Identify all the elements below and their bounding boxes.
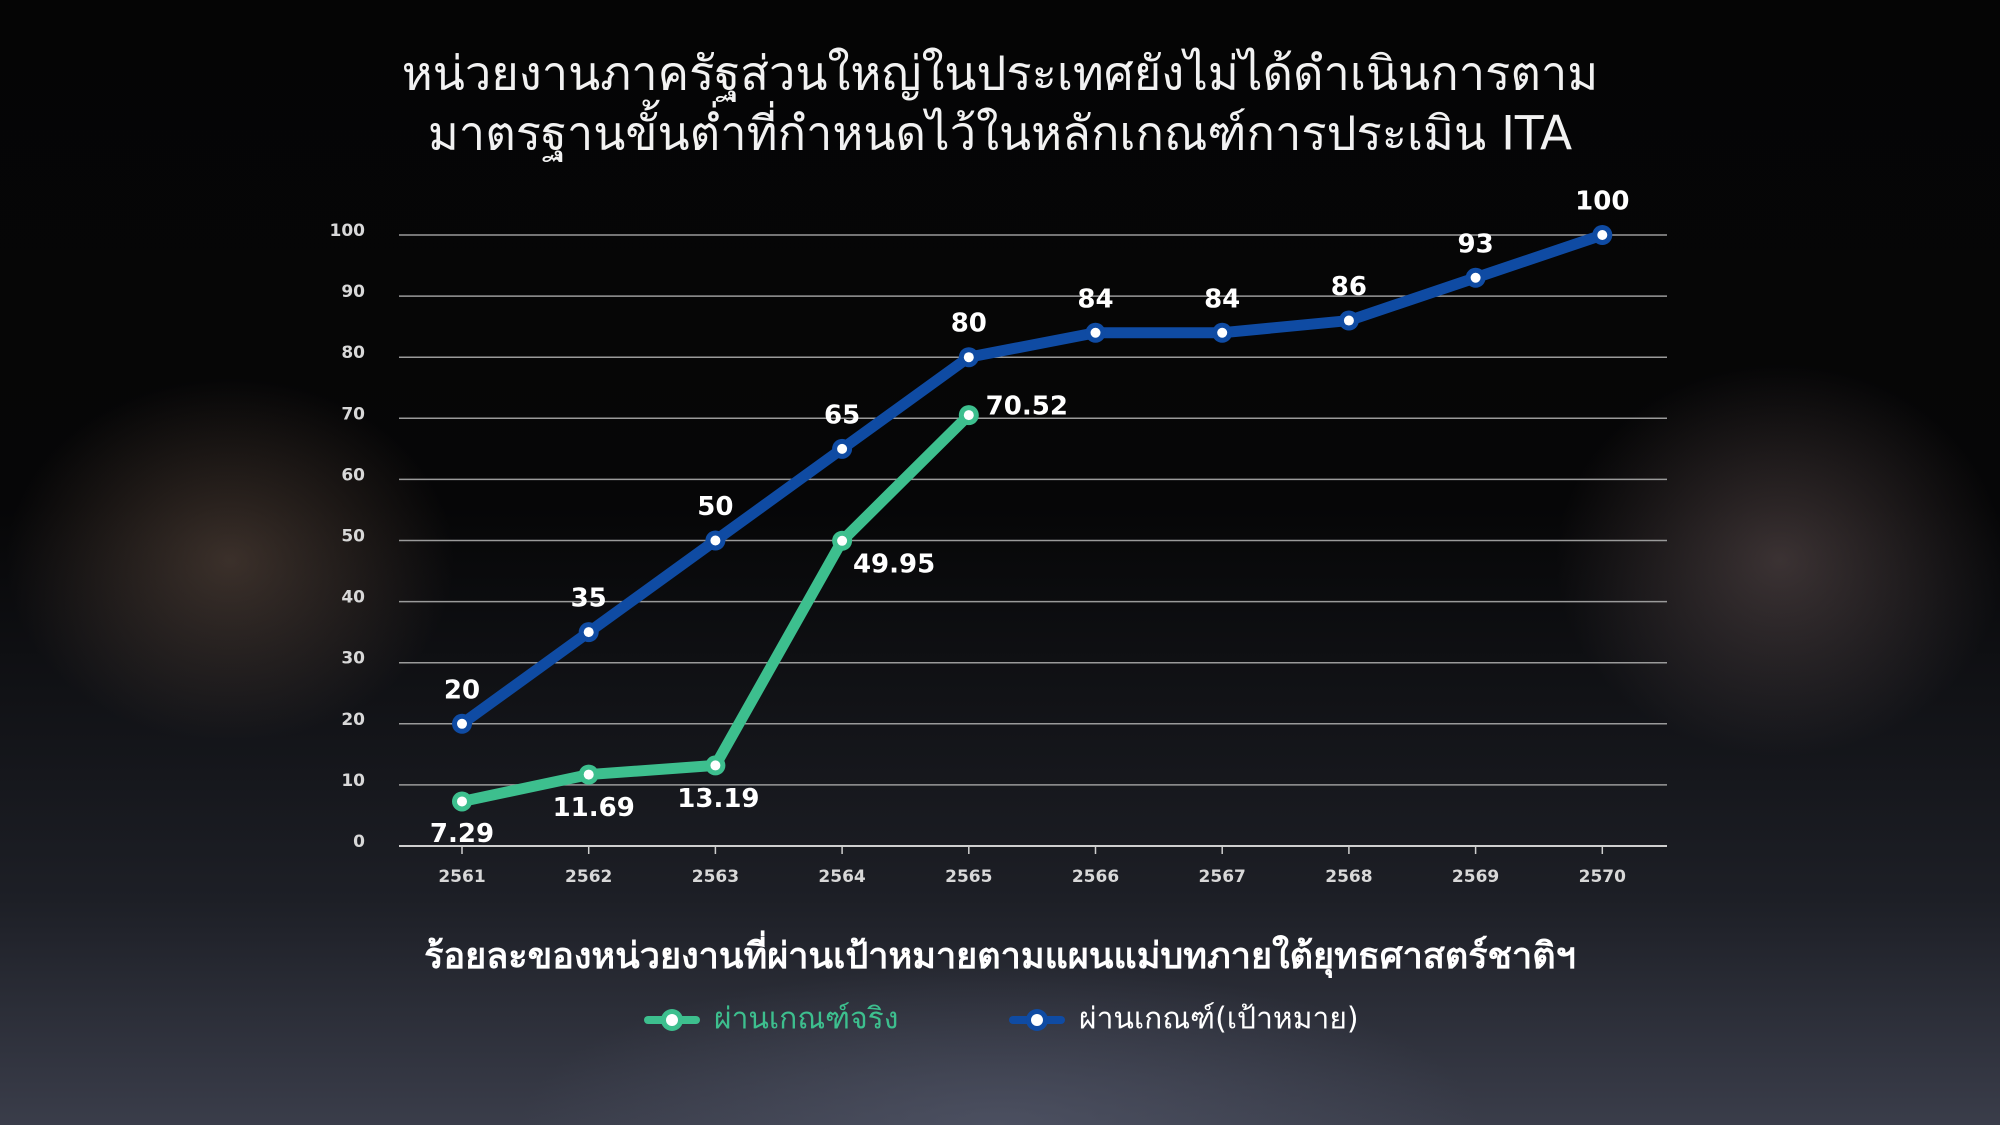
data-label: 84 bbox=[1204, 284, 1240, 314]
data-label: 84 bbox=[1077, 284, 1113, 314]
chart-title: หน่วยงานภาครัฐส่วนใหญ่ในประเทศยังไม่ได้ด… bbox=[402, 47, 1598, 102]
data-point-center bbox=[1343, 315, 1354, 326]
y-tick-label: 0 bbox=[353, 832, 365, 852]
y-tick-label: 10 bbox=[341, 771, 365, 791]
legend-label: ผ่านเกณฑ์(เป้าหมาย) bbox=[1079, 1002, 1359, 1037]
data-point-center bbox=[583, 769, 594, 780]
data-label: 65 bbox=[824, 400, 860, 430]
x-tick-label: 2567 bbox=[1199, 867, 1246, 887]
legend-item: ผ่านเกณฑ์(เป้าหมาย) bbox=[1009, 1002, 1359, 1037]
y-tick-label: 50 bbox=[341, 527, 365, 547]
data-label: 50 bbox=[697, 492, 733, 522]
legend-marker-center bbox=[666, 1014, 678, 1026]
data-label: 35 bbox=[571, 584, 607, 614]
y-tick-label: 100 bbox=[330, 221, 366, 241]
x-tick-label: 2562 bbox=[565, 867, 612, 887]
y-tick-label: 90 bbox=[341, 282, 365, 302]
data-label: 7.29 bbox=[430, 819, 494, 849]
x-tick-label: 2565 bbox=[945, 867, 992, 887]
data-point-center bbox=[1597, 230, 1608, 240]
data-point-center bbox=[837, 443, 848, 454]
series-line bbox=[456, 409, 975, 807]
data-label: 86 bbox=[1331, 272, 1367, 302]
data-point-center bbox=[963, 352, 974, 363]
x-tick-label: 2561 bbox=[438, 867, 485, 887]
data-label: 100 bbox=[1575, 187, 1629, 217]
data-label: 11.69 bbox=[553, 793, 635, 823]
data-point-center bbox=[1090, 327, 1101, 338]
data-point-center bbox=[710, 535, 721, 546]
data-label: 20 bbox=[444, 675, 480, 705]
y-tick-label: 40 bbox=[341, 588, 365, 608]
y-tick-label: 20 bbox=[341, 710, 365, 730]
x-tick-label: 2563 bbox=[692, 867, 739, 887]
chart-title: มาตรฐานขั้นต่ำที่กำหนดไว้ในหลักเกณฑ์การป… bbox=[428, 100, 1572, 162]
data-label: 80 bbox=[951, 309, 987, 339]
chart-subtitle: ร้อยละของหน่วยงานที่ผ่านเป้าหมายตามแผนแม… bbox=[424, 930, 1576, 979]
data-label: 70.52 bbox=[986, 392, 1068, 422]
data-label: 49.95 bbox=[853, 549, 935, 579]
data-label: 13.19 bbox=[677, 784, 759, 814]
y-tick-label: 30 bbox=[341, 649, 365, 669]
x-tick-label: 2568 bbox=[1325, 867, 1372, 887]
legend-marker-center bbox=[1031, 1014, 1043, 1026]
data-point-center bbox=[457, 796, 467, 807]
data-label: 93 bbox=[1458, 229, 1494, 259]
y-tick-label: 60 bbox=[341, 465, 365, 485]
data-point-center bbox=[963, 410, 974, 421]
data-point-center bbox=[710, 760, 721, 771]
data-point-center bbox=[837, 535, 848, 546]
data-point-center bbox=[1470, 272, 1481, 283]
legend-item: ผ่านเกณฑ์จริง bbox=[644, 1002, 898, 1037]
x-tick-label: 2569 bbox=[1452, 867, 1499, 887]
legend-label: ผ่านเกณฑ์จริง bbox=[714, 1002, 898, 1037]
x-tick-label: 2566 bbox=[1072, 867, 1119, 887]
data-point-center bbox=[1217, 327, 1228, 338]
x-tick-label: 2570 bbox=[1579, 867, 1626, 887]
series-line bbox=[456, 229, 1608, 730]
data-point-center bbox=[457, 718, 467, 729]
data-point-center bbox=[583, 627, 594, 638]
y-tick-label: 70 bbox=[341, 404, 365, 424]
y-tick-label: 80 bbox=[341, 343, 365, 363]
x-tick-label: 2564 bbox=[818, 867, 865, 887]
